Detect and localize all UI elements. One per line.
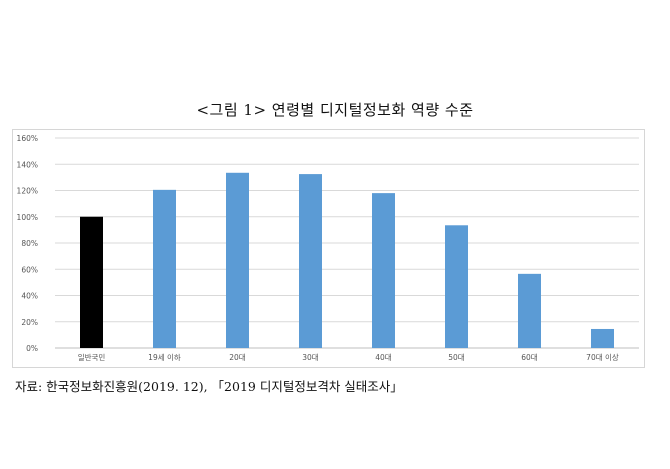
bar (80, 216, 103, 348)
y-tick-label: 100% (17, 213, 38, 222)
source-caption: 자료: 한국정보화진흥원(2019. 12), 「2019 디지털정보격차 실태… (15, 379, 403, 394)
bar (445, 225, 468, 348)
bar (299, 174, 322, 348)
x-tick-label: 70대 이상 (586, 352, 619, 362)
bar (226, 172, 249, 348)
y-tick-label: 160% (17, 134, 38, 143)
y-tick-label: 20% (21, 318, 38, 327)
x-tick-label: 19세 이하 (148, 352, 181, 362)
bar (153, 189, 176, 348)
x-tick-label: 30대 (302, 353, 319, 362)
y-tick-label: 0% (26, 344, 38, 353)
chart-frame: 0% 20% 40% 60% 80% 100% 120% 140% 160% 일반국민 19세 이하… (12, 129, 645, 368)
y-tick-label: 80% (21, 239, 38, 248)
y-tick-label: 40% (21, 292, 38, 301)
bar (372, 193, 395, 348)
x-tick-label: 40대 (375, 353, 392, 362)
figure-title: <그림 1> 연령별 디지털정보화 역량 수준 (196, 101, 474, 119)
y-tick-label: 140% (17, 160, 38, 169)
bar (518, 273, 541, 348)
x-tick-label: 60대 (521, 353, 538, 362)
y-tick-label: 60% (21, 265, 38, 274)
x-tick-label: 50대 (448, 353, 465, 362)
y-tick-label: 120% (17, 187, 38, 196)
x-tick-label: 일반국민 (78, 352, 106, 362)
bar-chart: 0% 20% 40% 60% 80% 100% 120% 140% 160% 일반국민 19세 이하… (17, 134, 639, 362)
bar (591, 328, 614, 348)
x-tick-label: 20대 (229, 353, 246, 362)
